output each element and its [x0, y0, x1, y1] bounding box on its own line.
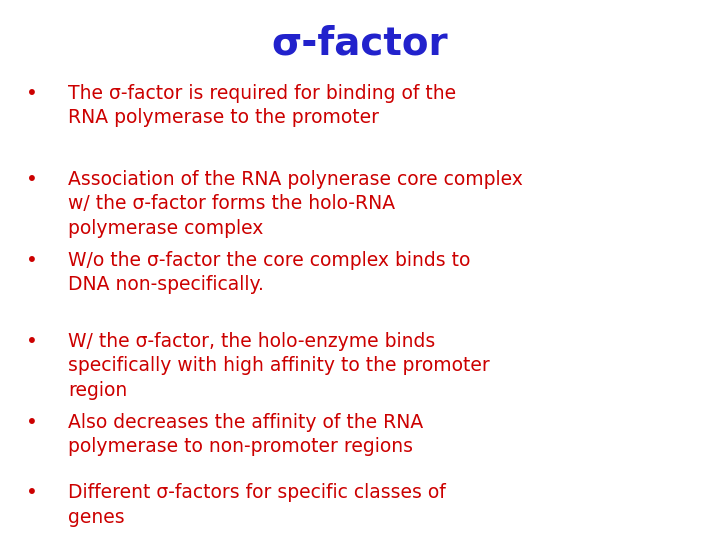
Text: •: •	[27, 251, 38, 270]
Text: W/ the σ-factor, the holo-enzyme binds
specifically with high affinity to the pr: W/ the σ-factor, the holo-enzyme binds s…	[68, 332, 490, 400]
Text: •: •	[27, 170, 38, 189]
Text: Also decreases the affinity of the RNA
polymerase to non-promoter regions: Also decreases the affinity of the RNA p…	[68, 413, 423, 456]
Text: The σ-factor is required for binding of the
RNA polymerase to the promoter: The σ-factor is required for binding of …	[68, 84, 456, 127]
Text: Different σ-factors for specific classes of
genes: Different σ-factors for specific classes…	[68, 483, 446, 526]
Text: •: •	[27, 413, 38, 432]
Text: W/o the σ-factor the core complex binds to
DNA non-specifically.: W/o the σ-factor the core complex binds …	[68, 251, 471, 294]
Text: Association of the RNA polynerase core complex
w/ the σ-factor forms the holo-RN: Association of the RNA polynerase core c…	[68, 170, 523, 238]
Text: •: •	[27, 84, 38, 103]
Text: σ-factor: σ-factor	[271, 24, 449, 62]
Text: •: •	[27, 332, 38, 351]
Text: •: •	[27, 483, 38, 502]
